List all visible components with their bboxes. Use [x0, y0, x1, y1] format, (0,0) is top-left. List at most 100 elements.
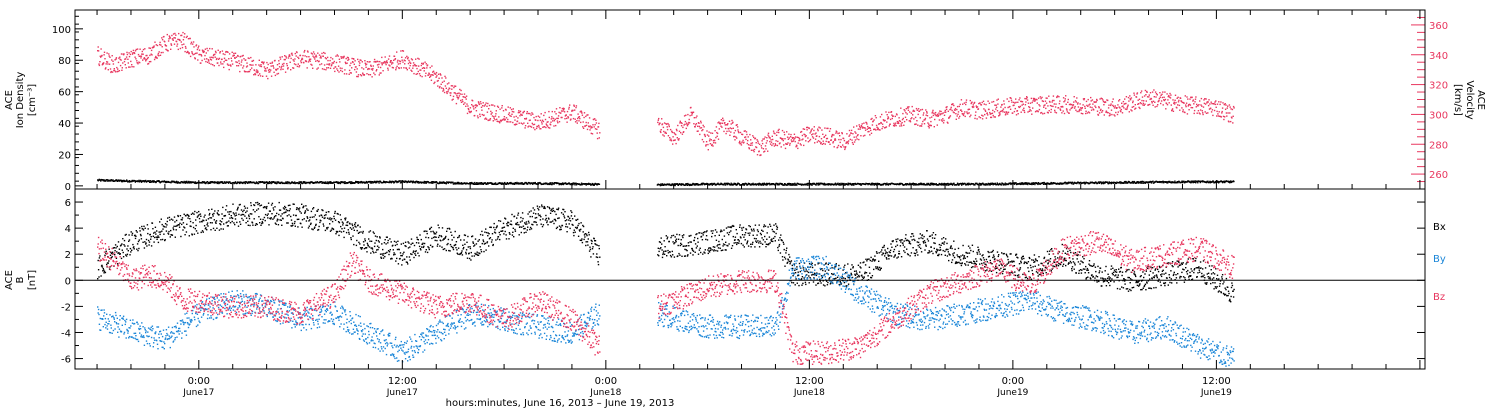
top-series-1-point — [1137, 103, 1139, 105]
top-series-1-point — [674, 139, 676, 141]
top-series-0-point — [432, 182, 434, 184]
top-series-1-point — [388, 64, 390, 66]
top-series-1-point — [97, 50, 100, 52]
top-series-0-point — [1094, 182, 1096, 184]
top-series-1-point — [1049, 101, 1051, 103]
top-series-1-point — [258, 64, 260, 66]
top-series-1-point — [175, 34, 177, 36]
top-series-1-point — [963, 112, 965, 115]
top-series-1-point — [207, 49, 209, 52]
top-series-0-point — [102, 180, 104, 182]
top-series-1-point — [1134, 104, 1136, 106]
top-series-0-point — [395, 180, 398, 182]
top-series-1-point — [790, 133, 792, 136]
series-bx-point — [115, 257, 118, 259]
top-series-0-point — [287, 182, 289, 185]
top-series-1-point — [318, 60, 320, 62]
top-series-1-point — [1130, 109, 1132, 111]
top-series-1-point — [1057, 107, 1060, 109]
top-series-1-point — [934, 113, 936, 116]
top-series-1-point — [1174, 103, 1176, 105]
top-series-0-point — [209, 181, 211, 183]
top-series-0-point — [1050, 182, 1052, 185]
top-series-0-point — [1089, 182, 1091, 184]
top-series-1-point — [240, 61, 243, 63]
top-series-1-point — [978, 116, 980, 118]
top-series-1-point — [425, 72, 427, 74]
top-series-1-point — [97, 46, 99, 48]
series-bx-point — [230, 210, 232, 213]
top-series-1-point — [529, 112, 531, 115]
series-bx-point — [131, 232, 134, 235]
top-series-1-point — [411, 59, 414, 61]
top-series-0-point — [757, 183, 759, 185]
series-bx-point — [161, 223, 163, 226]
top-series-0-point — [1013, 182, 1015, 184]
top-series-1-point — [1020, 111, 1022, 113]
top-series-1-point — [896, 114, 898, 116]
top-series-0-point — [534, 182, 536, 185]
top-series-1-point — [203, 51, 205, 53]
top-series-1-point — [404, 60, 406, 62]
top-series-1-point — [180, 41, 182, 43]
top-series-1-point — [184, 33, 186, 35]
top-series-1-point — [1047, 112, 1049, 114]
top-series-0-point — [762, 184, 764, 186]
top-series-1-point — [433, 72, 436, 74]
top-series-0-point — [956, 183, 958, 186]
top-series-1-point — [368, 68, 371, 70]
top-series-1-point — [289, 61, 291, 63]
top-series-0-point — [755, 184, 758, 186]
top-series-1-point — [1148, 94, 1150, 96]
top-series-0-point — [1032, 182, 1034, 184]
top-series-0-point — [1184, 181, 1186, 184]
top-series-1-point — [252, 64, 254, 66]
top-series-1-point — [566, 110, 569, 113]
top-series-1-point — [1029, 106, 1031, 109]
top-series-1-point — [157, 54, 159, 56]
top-series-0-point — [522, 183, 525, 185]
top-series-1-point — [286, 63, 288, 65]
top-series-1-point — [205, 52, 207, 54]
top-series-0-point — [356, 181, 358, 184]
top-series-1-point — [180, 34, 182, 37]
top-series-0-point — [148, 180, 150, 182]
series-bx-point — [186, 214, 189, 216]
top-series-0-point — [1223, 180, 1225, 182]
top-series-0-point — [776, 184, 779, 186]
top-series-1-point — [1126, 108, 1128, 111]
top-series-1-point — [967, 112, 969, 115]
top-series-1-point — [931, 112, 933, 114]
top-series-1-point — [1013, 110, 1016, 113]
top-series-0-point — [431, 181, 434, 183]
top-series-0-point — [118, 179, 120, 181]
series-bx-point — [215, 220, 218, 222]
top-series-1-point — [747, 136, 749, 138]
top-series-1-point — [557, 115, 560, 117]
series-bx-point — [146, 245, 148, 247]
top-series-1-point — [1032, 107, 1034, 109]
top-series-1-point — [1068, 103, 1071, 106]
top-series-1-point — [894, 115, 896, 118]
top-series-0-point — [1103, 181, 1105, 183]
series-bx-point — [126, 248, 128, 250]
top-series-1-point — [560, 116, 562, 119]
top-series-1-point — [898, 120, 901, 122]
top-series-1-point — [541, 123, 543, 125]
top-series-1-point — [240, 64, 242, 66]
top-series-1-point — [362, 68, 365, 70]
top-series-1-point — [185, 36, 188, 39]
top-series-1-point — [142, 59, 144, 61]
top-series-1-point — [1218, 111, 1220, 113]
top-series-1-point — [679, 122, 681, 124]
top-series-0-point — [1058, 183, 1060, 185]
top-series-1-point — [760, 145, 762, 147]
top-series-1-point — [352, 61, 354, 64]
top-series-1-point — [173, 37, 175, 39]
top-series-1-point — [727, 123, 729, 125]
top-series-0-point — [726, 183, 729, 186]
top-series-0-point — [851, 183, 853, 185]
top-series-1-point — [257, 74, 260, 77]
series-bx-point — [145, 243, 147, 245]
top-series-1-point — [1192, 100, 1194, 102]
